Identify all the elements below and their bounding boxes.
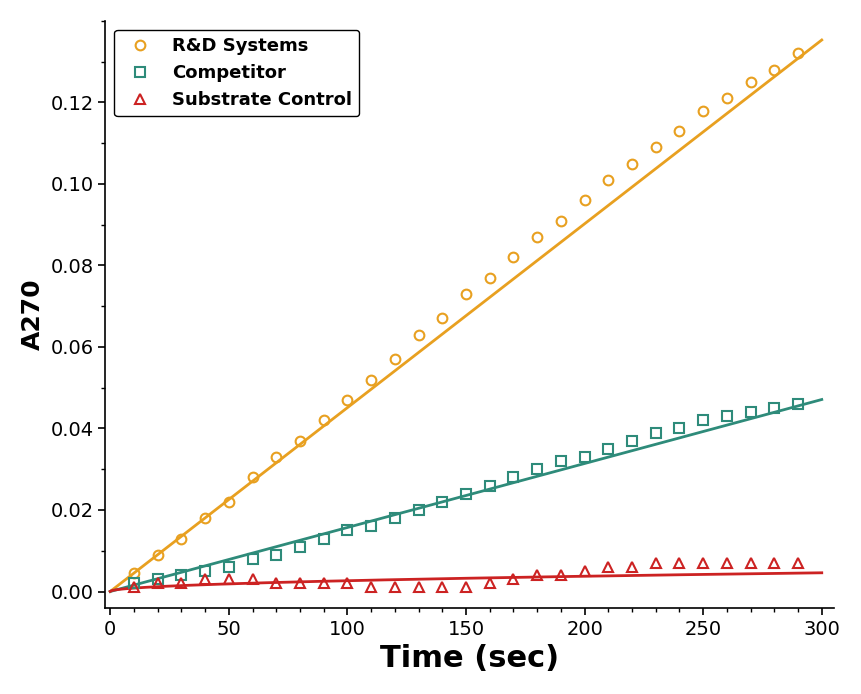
X-axis label: Time (sec): Time (sec) [380, 644, 559, 673]
Y-axis label: A270: A270 [21, 278, 45, 350]
Legend: R&D Systems, Competitor, Substrate Control: R&D Systems, Competitor, Substrate Contr… [115, 30, 359, 117]
